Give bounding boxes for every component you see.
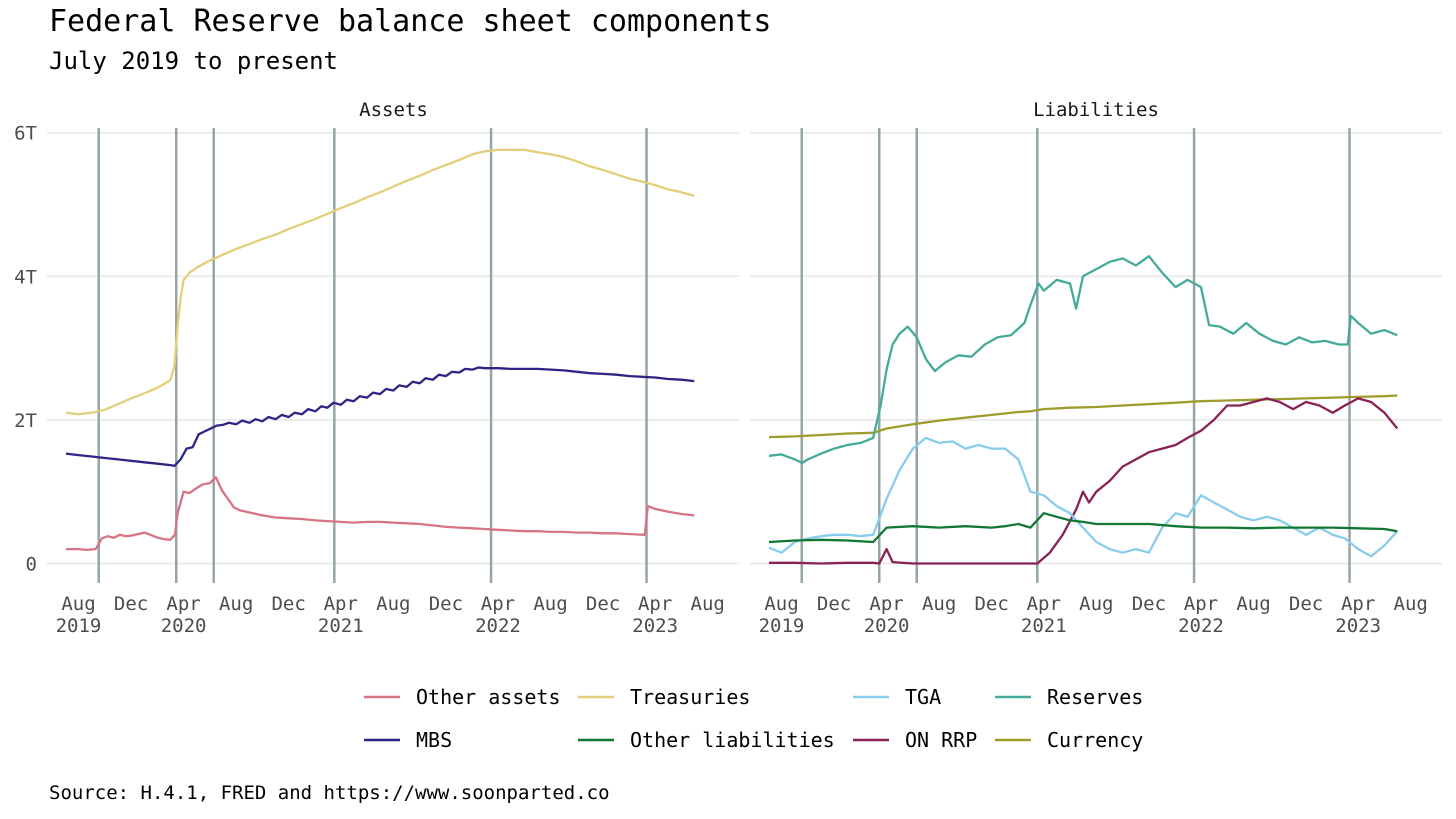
legend-item-tga: TGA (853, 685, 941, 709)
x-tick-label: Aug (691, 593, 725, 615)
series-line-other-assets (66, 476, 695, 552)
x-tick-label: 2023 (1335, 615, 1381, 637)
y-tick-label: 4T (14, 266, 37, 288)
series-line-other-liabilities (768, 512, 1398, 544)
x-tick-label: Apr (869, 593, 903, 615)
legend-item-on-rrp: ON RRP (853, 728, 977, 752)
series-line-on-rrp (769, 397, 1399, 565)
x-tick-label: Dec (271, 593, 305, 615)
legend-item-reserves: Reserves (995, 685, 1143, 709)
x-tick-label: Aug (764, 593, 798, 615)
legend-item-currency: Currency (995, 728, 1143, 752)
x-tick-label: Aug (922, 593, 956, 615)
x-tick-label: 2019 (759, 615, 805, 637)
x-tick-label: Apr (638, 593, 672, 615)
legend-label: ON RRP (905, 728, 977, 752)
x-tick-label: 2019 (56, 615, 102, 637)
y-tick-label: 2T (14, 410, 37, 432)
y-tick-label: 0 (26, 554, 37, 576)
x-tick-label: Apr (481, 593, 515, 615)
legend-label: Other liabilities (630, 728, 835, 752)
x-tick-label: 2022 (475, 615, 521, 637)
x-tick-label: 2020 (161, 615, 207, 637)
legend-item-treasuries: Treasuries (578, 685, 750, 709)
series-line-reserves (768, 255, 1398, 465)
x-tick-label: 2022 (1178, 615, 1224, 637)
series-line-tga (768, 436, 1399, 558)
x-tick-label: Dec (1132, 593, 1166, 615)
x-tick-label: 2021 (1021, 615, 1067, 637)
legend-item-mbs: MBS (364, 728, 452, 752)
chart-subtitle: July 2019 to present (49, 47, 338, 75)
legend: Other assets Treasuries TGA Reserves MBS Othe… (364, 685, 1143, 752)
series-line-currency (768, 394, 1398, 439)
x-tick-label: Dec (817, 593, 851, 615)
series-line-treasuries (65, 148, 695, 416)
x-tick-label: Dec (974, 593, 1008, 615)
x-tick-label: Apr (1341, 593, 1375, 615)
x-tick-label: Aug (219, 593, 253, 615)
x-tick-label: Aug (1079, 593, 1113, 615)
series-line-mbs (65, 366, 695, 468)
x-tick-label: Apr (1184, 593, 1218, 615)
x-tick-label: Apr (1027, 593, 1061, 615)
x-tick-label: Apr (166, 593, 200, 615)
x-tick-label: Aug (533, 593, 567, 615)
y-tick-label: 6T (14, 123, 37, 145)
legend-item-other-assets: Other assets (364, 685, 561, 709)
legend-label: Reserves (1047, 685, 1143, 709)
x-tick-label: 2023 (632, 615, 678, 637)
x-tick-label: 2020 (864, 615, 910, 637)
legend-label: Currency (1047, 728, 1143, 752)
x-tick-label: Dec (114, 593, 148, 615)
x-tick-label: Aug (1394, 593, 1428, 615)
legend-label: MBS (416, 728, 452, 752)
legend-item-other-liabilities: Other liabilities (578, 728, 835, 752)
x-tick-label: Aug (1236, 593, 1270, 615)
x-tick-label: Dec (1289, 593, 1323, 615)
chart-title: Federal Reserve balance sheet components (49, 4, 772, 39)
legend-label: Treasuries (630, 685, 750, 709)
x-tick-label: Aug (376, 593, 410, 615)
x-tick-label: Dec (429, 593, 463, 615)
panel-title: Liabilities (1033, 99, 1159, 121)
x-tick-label: 2021 (318, 615, 364, 637)
x-tick-label: Dec (586, 593, 620, 615)
x-tick-label: Apr (324, 593, 358, 615)
source-caption: Source: H.4.1, FRED and https://www.soon… (49, 782, 610, 804)
legend-label: TGA (905, 685, 941, 709)
panel-title: Assets (359, 99, 428, 121)
legend-label: Other assets (416, 685, 561, 709)
x-tick-label: Aug (61, 593, 95, 615)
